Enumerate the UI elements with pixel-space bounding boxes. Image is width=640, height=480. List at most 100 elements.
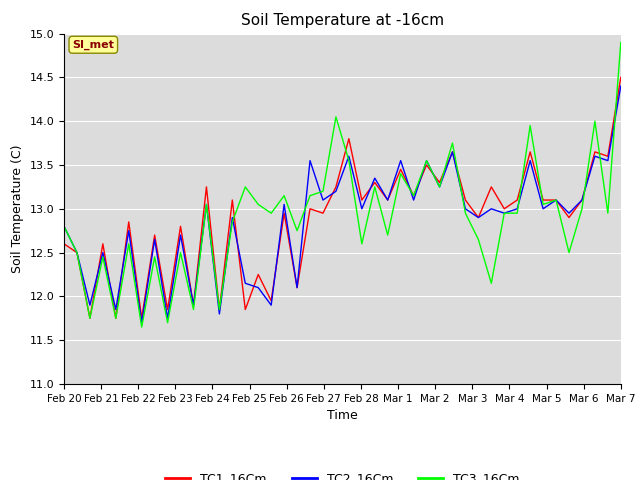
TC2_16Cm (578, 197, 586, 203)
TC2_16Cm (138, 320, 145, 325)
TC1_16Cm (73, 250, 81, 255)
TC2_16Cm (164, 315, 172, 321)
TC2_16Cm (591, 154, 599, 159)
TC3_16Cm (216, 307, 223, 312)
TC2_16Cm (99, 250, 107, 255)
TC3_16Cm (552, 197, 560, 203)
TC2_16Cm (345, 154, 353, 159)
TC3_16Cm (86, 315, 93, 321)
TC3_16Cm (488, 280, 495, 286)
TC1_16Cm (371, 180, 379, 185)
TC2_16Cm (73, 250, 81, 255)
TC3_16Cm (410, 193, 417, 199)
TC2_16Cm (125, 228, 132, 234)
TC3_16Cm (332, 114, 340, 120)
TC3_16Cm (73, 250, 81, 255)
TC3_16Cm (474, 237, 482, 242)
TC2_16Cm (410, 197, 417, 203)
TC2_16Cm (151, 237, 159, 242)
TC3_16Cm (371, 184, 379, 190)
TC1_16Cm (112, 315, 120, 321)
TC1_16Cm (332, 184, 340, 190)
TC1_16Cm (604, 154, 612, 159)
TC1_16Cm (306, 206, 314, 212)
TC1_16Cm (177, 223, 184, 229)
TC2_16Cm (189, 302, 197, 308)
Y-axis label: Soil Temperature (C): Soil Temperature (C) (11, 144, 24, 273)
TC3_16Cm (60, 223, 68, 229)
TC3_16Cm (138, 324, 145, 330)
TC3_16Cm (397, 171, 404, 177)
TC2_16Cm (526, 158, 534, 164)
TC1_16Cm (436, 180, 444, 185)
X-axis label: Time: Time (327, 409, 358, 422)
TC3_16Cm (461, 210, 469, 216)
TC2_16Cm (241, 280, 249, 286)
TC1_16Cm (268, 298, 275, 304)
TC3_16Cm (513, 210, 521, 216)
TC1_16Cm (151, 232, 159, 238)
TC2_16Cm (617, 83, 625, 89)
TC2_16Cm (461, 206, 469, 212)
TC2_16Cm (112, 307, 120, 312)
TC1_16Cm (99, 241, 107, 247)
TC1_16Cm (449, 149, 456, 155)
TC3_16Cm (151, 254, 159, 260)
TC1_16Cm (397, 167, 404, 172)
TC1_16Cm (138, 315, 145, 321)
TC2_16Cm (474, 215, 482, 220)
TC1_16Cm (345, 136, 353, 142)
TC2_16Cm (371, 175, 379, 181)
TC2_16Cm (513, 206, 521, 212)
Text: SI_met: SI_met (72, 40, 114, 50)
Line: TC2_16Cm: TC2_16Cm (64, 86, 621, 323)
TC2_16Cm (268, 302, 275, 308)
TC3_16Cm (384, 232, 392, 238)
TC1_16Cm (293, 285, 301, 290)
TC2_16Cm (177, 232, 184, 238)
TC2_16Cm (358, 206, 365, 212)
TC3_16Cm (617, 39, 625, 45)
TC2_16Cm (60, 223, 68, 229)
TC1_16Cm (86, 315, 93, 321)
Line: TC3_16Cm: TC3_16Cm (64, 42, 621, 327)
TC2_16Cm (423, 158, 431, 164)
TC1_16Cm (540, 197, 547, 203)
TC2_16Cm (449, 149, 456, 155)
TC1_16Cm (164, 307, 172, 312)
TC3_16Cm (578, 206, 586, 212)
TC1_16Cm (216, 307, 223, 312)
TC1_16Cm (461, 197, 469, 203)
TC1_16Cm (513, 197, 521, 203)
TC1_16Cm (474, 215, 482, 220)
TC1_16Cm (358, 197, 365, 203)
TC3_16Cm (540, 202, 547, 207)
TC3_16Cm (189, 307, 197, 312)
TC1_16Cm (254, 272, 262, 277)
TC2_16Cm (319, 197, 327, 203)
TC3_16Cm (591, 119, 599, 124)
TC3_16Cm (293, 228, 301, 234)
TC2_16Cm (397, 158, 404, 164)
TC1_16Cm (423, 162, 431, 168)
TC3_16Cm (241, 184, 249, 190)
TC2_16Cm (384, 197, 392, 203)
TC2_16Cm (565, 210, 573, 216)
TC3_16Cm (280, 193, 288, 199)
TC3_16Cm (449, 140, 456, 146)
TC3_16Cm (423, 158, 431, 164)
TC2_16Cm (228, 215, 236, 220)
TC2_16Cm (500, 210, 508, 216)
Line: TC1_16Cm: TC1_16Cm (64, 77, 621, 318)
TC3_16Cm (604, 210, 612, 216)
TC1_16Cm (228, 197, 236, 203)
TC2_16Cm (280, 202, 288, 207)
TC2_16Cm (552, 197, 560, 203)
TC1_16Cm (319, 210, 327, 216)
TC3_16Cm (99, 254, 107, 260)
TC1_16Cm (189, 302, 197, 308)
TC3_16Cm (500, 210, 508, 216)
TC2_16Cm (293, 285, 301, 290)
Legend: TC1_16Cm, TC2_16Cm, TC3_16Cm: TC1_16Cm, TC2_16Cm, TC3_16Cm (160, 468, 525, 480)
TC1_16Cm (203, 184, 211, 190)
